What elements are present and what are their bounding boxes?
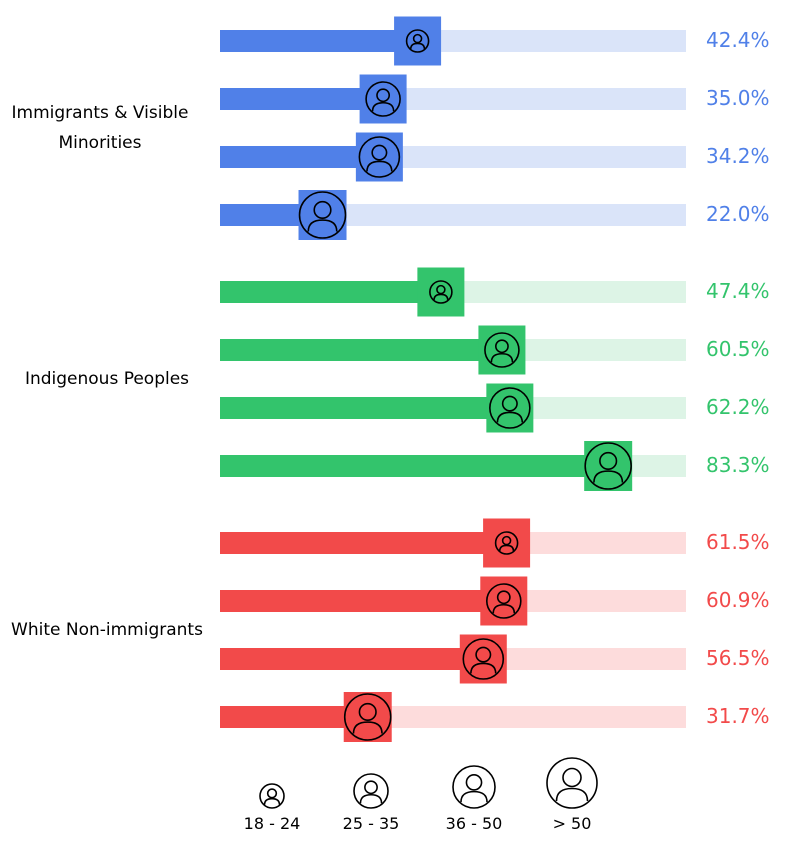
bar-row [220, 132, 686, 182]
value-label: 31.7% [706, 704, 770, 728]
bar-row [220, 692, 686, 742]
group-label: White Non-immigrants [11, 620, 203, 640]
value-label: 22.0% [706, 202, 770, 226]
person-icon [429, 280, 453, 304]
group-label: Indigenous Peoples [24, 369, 190, 389]
group-label: Immigrants & Visible Minorities [11, 103, 189, 153]
person-icon [343, 693, 392, 741]
bar-row [220, 441, 686, 491]
legend-person-icon [452, 765, 496, 809]
bar [220, 397, 510, 419]
bar [220, 455, 609, 477]
person-icon [405, 29, 430, 53]
person-icon [462, 638, 505, 680]
bar-marker [486, 383, 534, 433]
bar [220, 30, 418, 52]
person-icon [298, 191, 347, 239]
bar [220, 146, 380, 168]
bar-row [220, 16, 686, 66]
person-icon [489, 387, 531, 429]
bar-marker [459, 634, 507, 684]
bar-marker [298, 190, 347, 240]
value-label: 47.4% [706, 279, 770, 303]
person-icon [584, 442, 632, 490]
bar [220, 204, 323, 226]
bar-row [220, 518, 686, 568]
bar-row [220, 325, 686, 375]
group-2 [220, 518, 686, 742]
bar-row [220, 634, 686, 684]
value-label: 34.2% [706, 144, 770, 168]
value-label: 56.5% [706, 646, 770, 670]
person-icon [365, 81, 401, 117]
bar-row [220, 190, 686, 240]
bar-marker [584, 441, 633, 491]
bar [220, 648, 484, 670]
legend-label: 36 - 50 [445, 814, 503, 833]
legend [259, 757, 598, 809]
legend-person-icon [546, 757, 598, 809]
bar [220, 590, 504, 612]
legend-label: > 50 [552, 814, 592, 833]
bar-marker [417, 267, 465, 317]
bar-marker [394, 16, 442, 66]
bar [220, 88, 384, 110]
bar-marker [355, 132, 403, 182]
bar [220, 339, 502, 361]
bar-row [220, 74, 686, 124]
legend-label: 25 - 35 [342, 814, 400, 833]
value-label: 60.9% [706, 588, 770, 612]
bar-row [220, 267, 686, 317]
value-label: 35.0% [706, 86, 770, 110]
person-icon [494, 531, 519, 555]
value-label: 42.4% [706, 28, 770, 52]
bar [220, 532, 507, 554]
value-label: 83.3% [706, 453, 770, 477]
legend-person-icon [259, 783, 285, 809]
group-0 [220, 16, 686, 240]
person-icon [484, 332, 520, 368]
bar-row [220, 576, 686, 626]
bar [220, 706, 368, 728]
value-label: 60.5% [706, 337, 770, 361]
value-label: 62.2% [706, 395, 770, 419]
person-icon [358, 136, 401, 178]
bar [220, 281, 441, 303]
bar-marker [483, 518, 531, 568]
legend-label: 18 - 24 [243, 814, 301, 833]
bar-row [220, 383, 686, 433]
value-label: 61.5% [706, 530, 770, 554]
legend-person-icon [353, 773, 389, 809]
bar-marker [343, 692, 392, 742]
group-1 [220, 267, 686, 491]
person-icon [485, 583, 522, 619]
